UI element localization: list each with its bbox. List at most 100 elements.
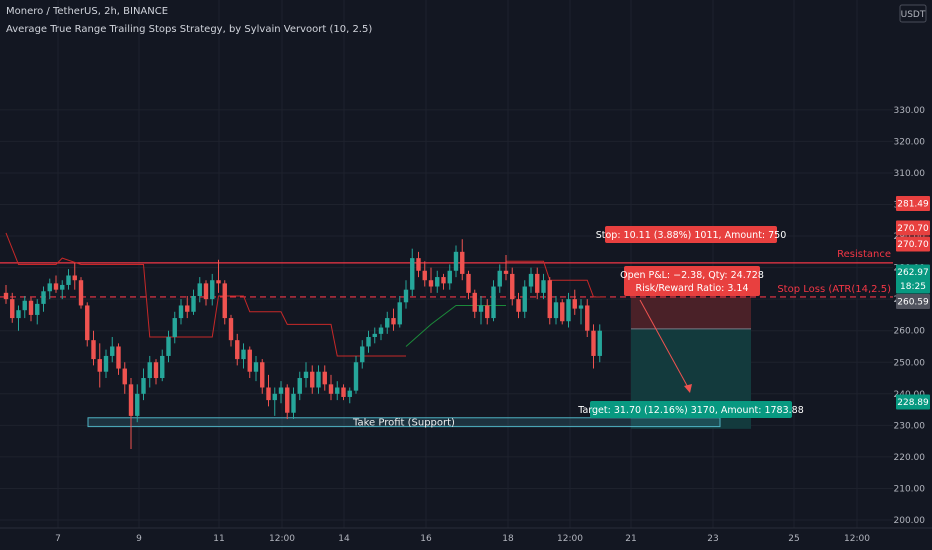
candle-body	[128, 384, 134, 416]
candle-body	[466, 273, 471, 293]
candle	[510, 267, 515, 306]
candle	[253, 355, 259, 382]
price-tag: 270.70	[896, 236, 930, 252]
candle	[260, 359, 265, 394]
price-tag-label: 262.97	[897, 268, 929, 278]
candle	[191, 289, 196, 315]
candle	[310, 365, 315, 394]
time-tick-label: 12:00	[844, 534, 870, 544]
candle-body	[410, 258, 415, 290]
price-tag: 260.59	[896, 294, 930, 309]
candle	[472, 289, 477, 319]
candle-body	[441, 277, 446, 284]
time-tick-label: 12:00	[557, 534, 583, 544]
candle-body	[491, 286, 496, 319]
candle	[278, 381, 284, 404]
candle	[378, 324, 384, 341]
currency-badge[interactable]: USDT	[899, 4, 927, 23]
price-tick-label: 260.00	[894, 327, 926, 337]
candle-body	[141, 378, 146, 394]
candle-body	[135, 393, 140, 416]
pnl-line-2: Risk/Reward Ratio: 3.14	[635, 283, 748, 294]
candle-body	[160, 355, 165, 379]
candle-body	[122, 368, 127, 385]
price-tag: 262.97	[896, 264, 930, 280]
candle	[460, 239, 465, 281]
candle	[547, 277, 552, 325]
take-profit-label: Take Profit (Support)	[352, 418, 455, 429]
price-tick-label: 310.00	[894, 169, 926, 179]
candle-body	[416, 258, 421, 271]
candle	[216, 259, 221, 293]
candle	[360, 340, 365, 369]
candle-body	[53, 283, 59, 290]
candle-body	[522, 286, 527, 312]
candle	[235, 333, 240, 366]
candle	[516, 292, 521, 319]
time-tick-label: 11	[213, 534, 224, 544]
candle-body	[197, 283, 202, 296]
candle-body	[547, 280, 552, 319]
candle-body	[110, 346, 115, 356]
trailing-stop-segment	[506, 260, 606, 298]
candle	[585, 299, 590, 338]
candle-body	[585, 305, 590, 331]
candle	[303, 362, 309, 388]
price-tag-bg	[896, 196, 930, 211]
time-axis-bg	[0, 528, 932, 550]
price-tag: 18:25	[896, 278, 930, 294]
candle	[497, 264, 502, 293]
candle-body	[91, 340, 96, 360]
candle-body	[566, 299, 571, 322]
candle-body	[485, 305, 490, 319]
candle-body	[478, 305, 484, 312]
candle-body	[22, 300, 27, 311]
projection-arrow	[639, 299, 691, 392]
candle	[197, 277, 202, 303]
candle	[553, 295, 559, 325]
candles	[3, 239, 602, 450]
candle	[222, 280, 227, 325]
time-tick-label: 9	[136, 534, 142, 544]
stop-box: Stop: 10.11 (3.88%) 1011, Amount: 750	[596, 226, 786, 243]
candle	[166, 330, 171, 363]
price-tags: 281.49 270.70 270.70 262.97 18:25 260.59 228.8…	[896, 196, 930, 410]
target-box-bg	[590, 401, 792, 418]
candle	[560, 299, 565, 325]
candle-body	[553, 302, 559, 319]
candle-body	[472, 292, 477, 312]
candle-body	[60, 284, 65, 290]
candle	[566, 292, 571, 328]
candle	[485, 299, 490, 325]
candle	[116, 343, 121, 375]
candle	[316, 365, 321, 394]
candle-body	[41, 291, 46, 304]
stop-zone	[631, 296, 751, 329]
candle-body	[147, 362, 152, 379]
candle	[410, 248, 415, 296]
candle	[3, 284, 9, 304]
candle	[35, 299, 40, 325]
candle-body	[16, 310, 21, 319]
candle-body	[35, 303, 40, 315]
candle-body	[516, 299, 521, 312]
candle-body	[166, 337, 171, 356]
candle	[435, 270, 440, 293]
candle	[135, 384, 140, 423]
time-tick-label: 7	[55, 534, 61, 544]
candle-body	[316, 371, 321, 388]
candle	[91, 330, 96, 366]
candle-body	[66, 275, 71, 285]
price-tick-label: 230.00	[894, 421, 926, 431]
take-profit-zone	[87, 417, 721, 428]
time-tick-label: 14	[338, 534, 350, 544]
candle-body	[372, 333, 377, 338]
candle-body	[203, 283, 209, 300]
candle	[466, 270, 471, 300]
time-axis[interactable]: 7 9 11 12:00 14 16 18 12:00 21 23 25 12:00	[0, 527, 932, 550]
candle	[160, 349, 165, 382]
candle-body	[116, 346, 121, 369]
candle	[403, 280, 409, 309]
candle-body	[366, 337, 371, 347]
